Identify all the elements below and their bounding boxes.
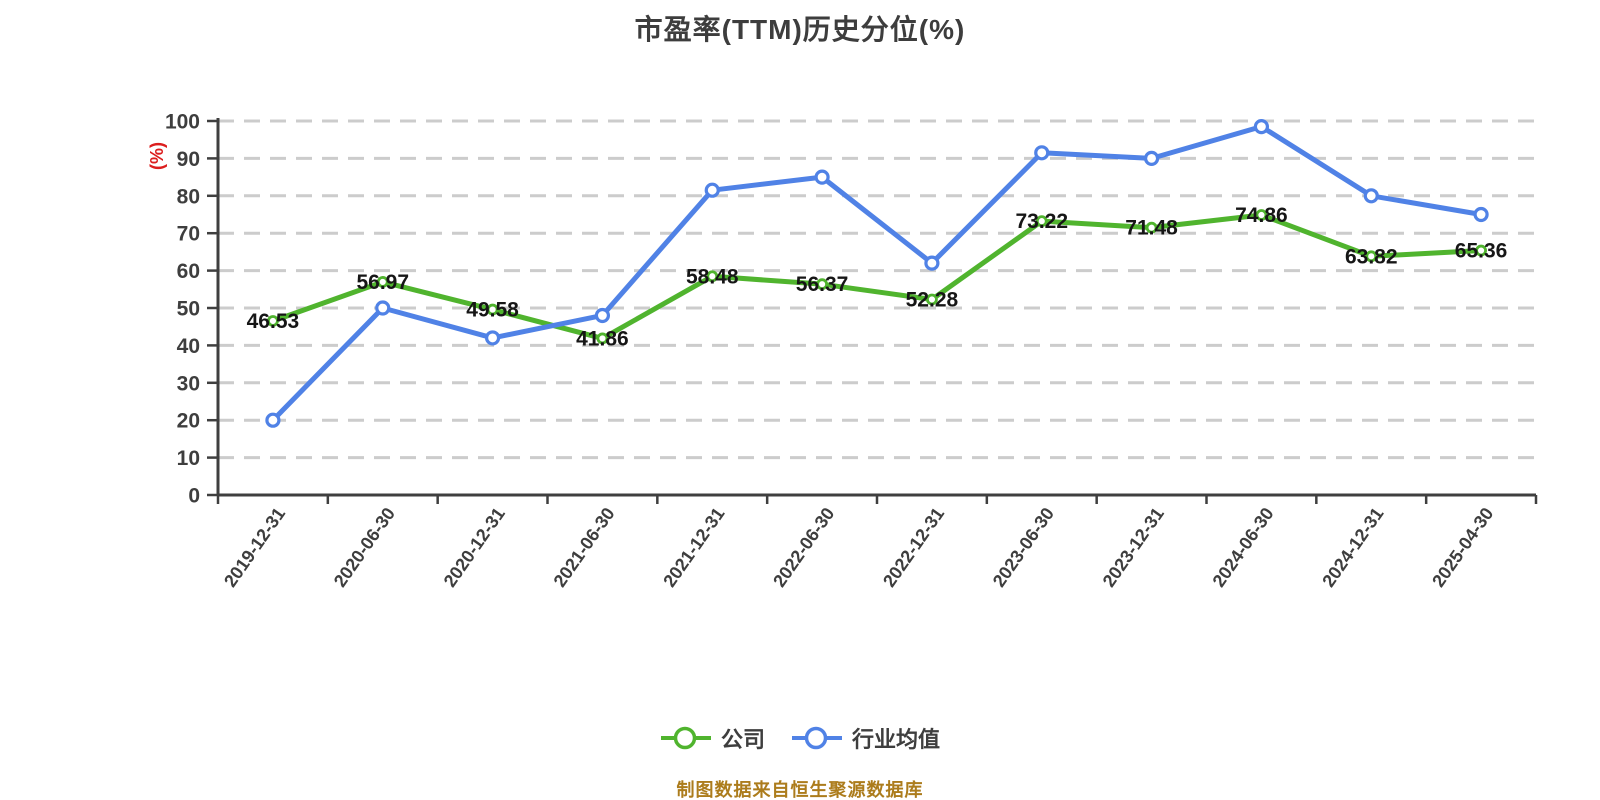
data-point[interactable] [924,255,940,271]
data-point-label: 49.58 [466,299,519,322]
data-point-label: 58.48 [686,265,739,288]
data-point[interactable] [594,307,611,324]
data-point[interactable] [1035,215,1048,228]
x-axis-tick-label: 2021-12-31 [659,504,728,591]
data-point[interactable] [816,278,828,291]
y-axis-tick-label: 20 [177,410,200,433]
chart-title: 市盈率(TTM)历史分位(%) [634,14,966,45]
data-point-label: 74.86 [1235,204,1288,227]
data-point-label: 65.36 [1455,240,1508,263]
data-point[interactable] [484,330,501,346]
data-point-label: 71.48 [1125,217,1178,240]
data-point[interactable] [376,276,389,288]
industry-average-series-marker-icon [792,726,842,750]
data-point[interactable] [486,303,499,316]
data-point[interactable] [706,270,719,283]
data-point[interactable] [1034,145,1050,161]
legend-label-industry-average: 行业均值 [852,727,941,752]
data-point[interactable] [375,300,391,316]
x-axis-tick-label: 2020-06-30 [330,504,399,591]
data-point-label: 41.86 [576,327,629,350]
data-point[interactable] [1473,206,1489,223]
data-point-label: 52.28 [906,288,959,311]
x-axis-tick-label: 2024-12-31 [1318,504,1387,591]
data-point[interactable] [1145,221,1158,234]
y-axis-tick-label: 40 [177,335,200,358]
company-series-line [270,212,1484,341]
data-point-label: 63.82 [1345,245,1398,268]
legend-item-company[interactable]: 公司 [660,722,765,754]
data-point[interactable] [926,293,938,306]
data-point-label: 73.22 [1015,210,1068,233]
x-axis-tick-label: 2024-06-30 [1208,504,1277,591]
data-point[interactable] [1255,209,1268,221]
data-point-label: 56.97 [356,271,409,294]
data-point[interactable] [814,169,830,185]
data-point[interactable] [1253,119,1270,135]
data-point[interactable] [1365,250,1378,263]
y-axis-tick-label: 30 [177,372,200,395]
data-source-note: 制图数据来自恒生聚源数据库 [676,780,924,800]
x-axis-tick-label: 2023-06-30 [989,504,1058,591]
y-axis-name: (%) [147,142,167,170]
data-point[interactable] [1475,244,1487,257]
y-axis-tick-label: 0 [188,485,200,508]
chart-legend: 公司 行业均值 [0,722,1600,754]
company-series-marker-icon [660,726,711,750]
x-axis-tick-label: 2025-04-30 [1428,504,1497,591]
y-axis-tick-label: 90 [177,148,200,171]
legend-label-company: 公司 [720,727,765,752]
data-point[interactable] [265,412,281,428]
y-axis-tick-label: 60 [177,260,200,283]
data-point-label: 46.53 [247,310,300,333]
x-axis-tick-label: 2020-12-31 [440,504,509,591]
data-point-label: 56.37 [796,273,849,296]
y-axis-tick-label: 80 [177,185,200,208]
legend-item-industry-average[interactable]: 行业均值 [791,722,940,754]
y-axis-tick-label: 50 [177,298,200,321]
data-point[interactable] [704,182,720,198]
x-axis-tick-label: 2019-12-31 [220,504,289,591]
data-point[interactable] [596,332,609,345]
x-axis-tick-label: 2021-06-30 [549,504,618,591]
data-point[interactable] [1143,150,1160,166]
industry-average-series-line [270,124,1484,423]
y-axis-tick-label: 100 [165,111,200,134]
y-axis-tick-label: 70 [177,223,200,246]
data-point[interactable] [267,315,279,327]
x-axis-tick-label: 2022-12-31 [879,504,948,591]
x-axis-tick-label: 2023-12-31 [1099,504,1168,591]
y-axis-tick-label: 10 [177,447,200,470]
x-axis-tick-label: 2022-06-30 [769,504,838,591]
data-point[interactable] [1363,188,1379,204]
